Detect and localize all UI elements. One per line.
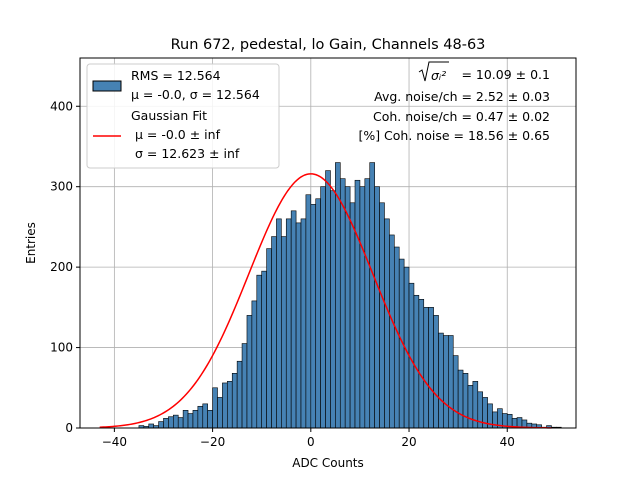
histogram-bar [236, 360, 243, 429]
histogram-bar [310, 204, 317, 429]
histogram-bar [364, 178, 371, 429]
y-tick-label: 100 [50, 341, 73, 355]
histogram-bar [217, 397, 223, 429]
histogram-bar [256, 274, 263, 429]
histogram-bar [448, 335, 454, 429]
histogram-bar [295, 222, 302, 429]
histogram-bar [158, 421, 164, 429]
histogram-bar [231, 373, 238, 429]
histogram-bar [251, 300, 258, 429]
annotation-total-noise: σᵢ² = 10.09 ± 0.1 [418, 61, 550, 83]
histogram-bar [393, 246, 400, 429]
histogram-bar [192, 410, 199, 429]
x-axis-ticks: −40 −20 0 20 40 [102, 428, 515, 449]
histogram-bar [202, 403, 208, 429]
histogram-bar [222, 382, 228, 429]
gaussian-fit-curve [99, 173, 552, 429]
legend: RMS = 12.564 μ = -0.0, σ = 12.564 Gaussi… [86, 63, 280, 169]
plot-frame [79, 57, 577, 429]
histogram-bar [467, 385, 474, 429]
y-tick-label: 400 [50, 99, 73, 113]
histogram-bar [261, 270, 267, 429]
noise-annotations: σᵢ² = 10.09 ± 0.1 Avg. noise/ch = 2.52 ±… [358, 61, 550, 143]
histogram-bar [285, 218, 292, 429]
legend-fit-sigma: σ = 12.623 ± inf [135, 146, 240, 161]
histogram-bar [197, 405, 204, 429]
histogram-bar [452, 355, 459, 429]
chart-title: Run 672, pedestal, lo Gain, Channels 48-… [171, 37, 486, 53]
histogram-bar [438, 332, 444, 429]
histogram-bar [354, 179, 361, 429]
histogram-bar [276, 218, 282, 429]
histogram-bar [369, 162, 375, 429]
histogram-bar [413, 294, 420, 429]
histogram-bar [423, 307, 429, 429]
x-axis-label: ADC Counts [292, 456, 364, 470]
histogram-bar [207, 410, 213, 429]
x-tick-label: −20 [200, 435, 225, 449]
histogram-bar [457, 369, 464, 429]
histogram-bar [433, 315, 439, 429]
histogram-bar [335, 162, 341, 429]
histogram-bar [241, 343, 248, 429]
histogram-bar [290, 210, 297, 429]
y-tick-label: 0 [65, 421, 73, 435]
y-axis-label: Entries [24, 222, 38, 264]
legend-rms-label: RMS = 12.564 [131, 68, 221, 83]
legend-fit-mu: μ = -0.0 ± inf [135, 127, 221, 142]
histogram-bar [379, 202, 385, 429]
histogram-bar [246, 315, 253, 429]
y-tick-label: 300 [50, 180, 73, 194]
sqrt-symbol [418, 61, 449, 82]
histogram-bar [168, 416, 174, 429]
histogram-bar [177, 417, 184, 429]
histogram-bar [349, 202, 356, 429]
histogram-bar [339, 178, 346, 429]
histogram-bar [374, 186, 380, 429]
histogram-bar [384, 218, 390, 429]
legend-mu-sigma-label: μ = -0.0, σ = 12.564 [131, 87, 260, 102]
histogram-bar [325, 170, 331, 429]
total-noise-value: = 10.09 ± 0.1 [461, 67, 550, 82]
x-tick-label: 0 [307, 435, 315, 449]
legend-box [86, 63, 280, 169]
coh-noise-percent-annotation: [%] Coh. noise = 18.56 ± 0.65 [358, 128, 550, 143]
histogram-bar [182, 410, 189, 429]
histogram-bar [389, 234, 395, 429]
histogram-bar [227, 381, 233, 429]
sqrt-sigma-label: σᵢ² [431, 68, 446, 83]
coh-noise-annotation: Coh. noise/ch = 0.47 ± 0.02 [373, 109, 550, 124]
x-tick-label: −40 [102, 435, 127, 449]
histogram-bar [187, 413, 194, 429]
histogram-bar [163, 418, 169, 429]
histogram-bar [271, 236, 277, 429]
legend-histogram-swatch [92, 80, 122, 92]
histogram-bar [443, 335, 449, 429]
histogram-bar [281, 236, 287, 429]
histogram-bar [300, 218, 307, 429]
histogram-bar [173, 414, 179, 429]
histogram-bar [266, 248, 272, 429]
legend-fit-title: Gaussian Fit [131, 108, 207, 123]
x-tick-label: 20 [401, 435, 416, 449]
histogram-bar [330, 190, 336, 429]
y-axis-ticks: 0 100 200 300 400 [50, 99, 80, 435]
histogram-bar [212, 387, 218, 429]
histogram-bar [462, 373, 469, 429]
histogram-bar [305, 194, 312, 429]
histogram-bar [428, 307, 434, 429]
histogram-bar [148, 423, 154, 429]
avg-noise-annotation: Avg. noise/ch = 2.52 ± 0.03 [374, 89, 550, 104]
histogram-bar [344, 186, 351, 429]
histogram-bar [315, 198, 321, 429]
histogram-bar [320, 186, 326, 429]
histogram-bar [418, 299, 425, 429]
y-tick-label: 200 [50, 260, 73, 274]
x-tick-label: 40 [500, 435, 515, 449]
histogram-bar [359, 186, 366, 429]
